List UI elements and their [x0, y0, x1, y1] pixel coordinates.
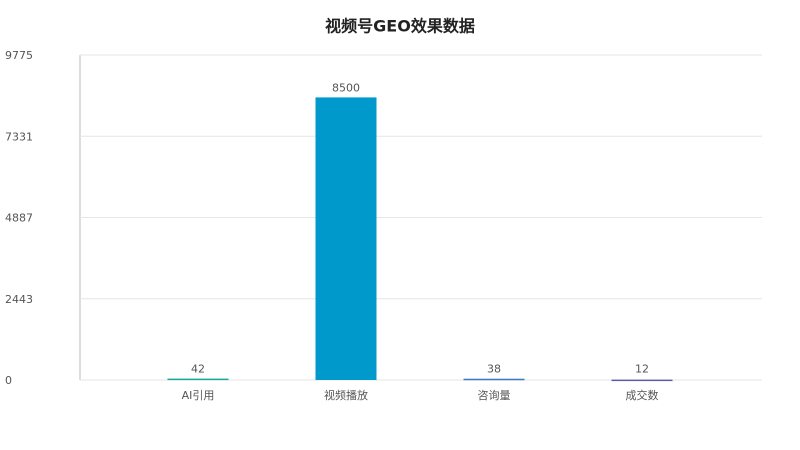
y-tick-label: 2443 [5, 293, 33, 306]
data-label: 8500 [332, 81, 360, 94]
y-tick-label: 4887 [5, 212, 33, 225]
bar [463, 378, 525, 381]
bar [315, 97, 377, 381]
bar [611, 379, 673, 382]
y-tick-label: 9775 [5, 49, 33, 62]
x-tick-label: 咨询量 [478, 388, 511, 402]
bar [167, 378, 229, 381]
data-label: 42 [191, 363, 205, 376]
chart-title: 视频号GEO效果数据 [325, 17, 475, 36]
y-tick-label: 0 [5, 374, 12, 387]
x-tick-label: AI引用 [182, 388, 215, 402]
y-tick-label: 7331 [5, 130, 33, 143]
x-tick-label: 视频播放 [324, 388, 368, 402]
x-tick-label: 成交数 [626, 388, 659, 402]
data-label: 38 [487, 363, 501, 376]
data-label: 12 [635, 363, 649, 376]
